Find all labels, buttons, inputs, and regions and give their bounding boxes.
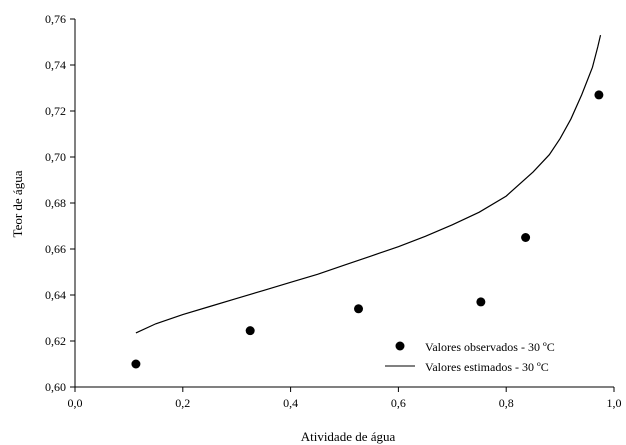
y-tick-label: 0,60 [45,380,66,394]
x-tick-label: 0,2 [175,396,190,410]
observed-point [521,233,531,242]
y-tick-label: 0,76 [45,12,66,26]
plot-area [131,34,604,369]
legend-marker-observed [395,341,405,351]
y-tick-label: 0,64 [45,288,66,302]
observed-point [594,90,604,100]
y-axis-title: Teor de água [10,170,25,237]
axes: 0,0 0,2 0,4 0,6 0,8 1,0 0,60 0,62 0,64 0,66 0,68 0,… [45,12,622,410]
x-tick-label: 1,0 [607,396,622,410]
legend-label-estimated: Valores estimados - 30 ºC [425,360,549,374]
legend: Valores observados - 30 ºC Valores estim… [385,340,555,374]
y-tick-label: 0,74 [45,58,66,72]
x-tick-label: 0,8 [499,396,514,410]
y-tick-label: 0,66 [45,242,66,256]
observed-point [131,359,141,369]
y-tick-label: 0,68 [45,196,66,210]
observed-point [245,326,255,336]
x-axis-title: Atividade de água [301,429,396,444]
observed-point [476,297,486,307]
estimated-curve [135,34,602,334]
observed-point [354,304,364,314]
x-tick-label: 0,4 [283,396,298,410]
legend-label-observed: Valores observados - 30 ºC [425,340,555,354]
x-tick-label: 0,6 [391,396,406,410]
x-tick-label: 0,0 [68,396,83,410]
y-tick-label: 0,70 [45,150,66,164]
y-tick-label: 0,62 [45,334,66,348]
y-tick-label: 0,72 [45,104,66,118]
